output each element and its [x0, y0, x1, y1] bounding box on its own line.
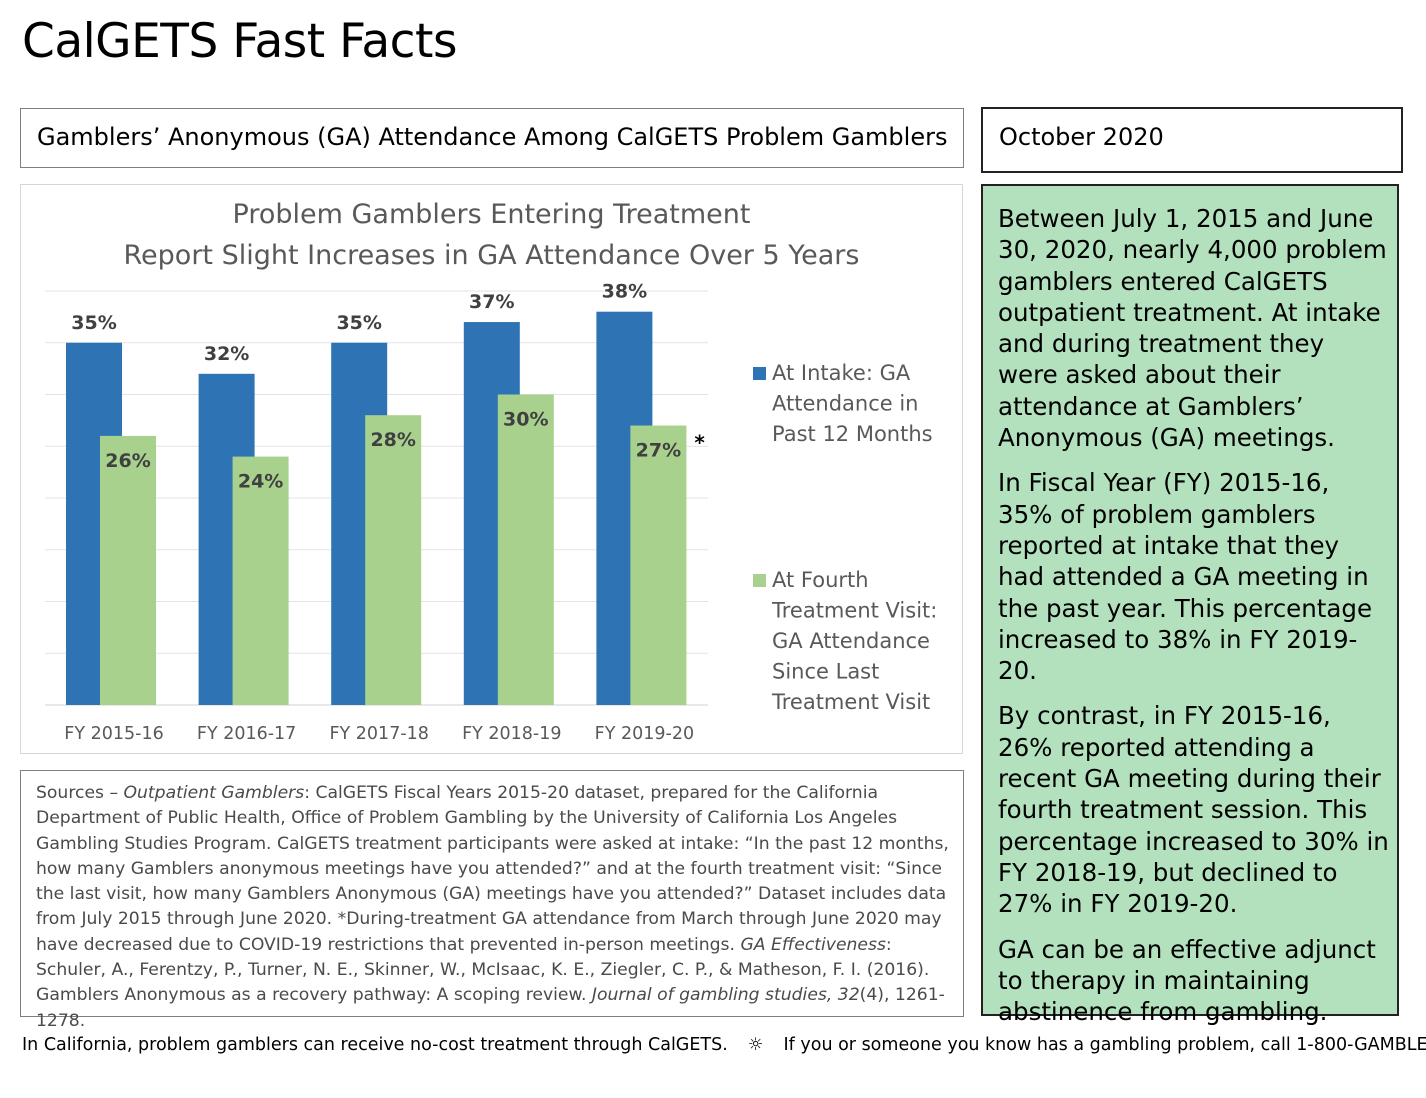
legend-label: At Fourth	[772, 568, 869, 592]
fact-paragraph: GA can be an effective adjunct to therap…	[998, 934, 1376, 1027]
data-label: 30%	[503, 409, 548, 431]
sources-issue: (4), 1261-1278.	[36, 985, 945, 1031]
data-label: 32%	[204, 343, 249, 365]
data-label: 24%	[238, 471, 283, 493]
bar-fourth-visit	[100, 435, 156, 705]
bar-chart: 35% 26% FY 2015-16 32% 24% FY 2016-17 35% 28% FY…	[45, 281, 937, 744]
data-label: 35%	[336, 312, 381, 334]
data-label: 38%	[602, 281, 647, 303]
legend-label: Attendance in	[772, 392, 919, 416]
page-title: CalGETS Fast Facts	[22, 14, 457, 69]
bar-fourth-visit	[630, 425, 687, 705]
asterisk-annotation: *	[694, 431, 705, 455]
sources-box: Sources – Outpatient Gamblers: CalGETS F…	[20, 770, 964, 1031]
footer: In California, problem gamblers can rece…	[22, 1035, 1426, 1055]
sun-icon: ☼	[747, 1035, 764, 1055]
footer-right-text: If you or someone you know has a gamblin…	[783, 1035, 1426, 1055]
fact-paragraph: Between July 1, 2015 and June 30, 2020, …	[998, 204, 1387, 453]
bar-fourth-visit	[365, 415, 422, 705]
fact-paragraph: In Fiscal Year (FY) 2015-16, 35% of prob…	[998, 468, 1373, 686]
data-label: 28%	[370, 429, 415, 451]
sources-effectiveness-text: : Schuler, A., Ferentzy, P., Turner, N. …	[36, 934, 930, 1006]
legend-label: At Intake: GA	[772, 361, 911, 385]
facts-box: Between July 1, 2015 and June 30, 2020, …	[981, 184, 1399, 1026]
chart-title-line2: Report Slight Increases in GA Attendance…	[123, 240, 860, 271]
sources-effectiveness-label: GA Effectiveness	[740, 934, 886, 955]
sources-text: Sources – Outpatient Gamblers: CalGETS F…	[36, 781, 951, 1034]
bar-fourth-visit	[497, 394, 554, 705]
x-tick-label: FY 2015-16	[64, 724, 163, 744]
x-tick-label: FY 2016-17	[197, 724, 296, 744]
footer-left-text: In California, problem gamblers can rece…	[22, 1035, 728, 1055]
bar-fourth-visit	[232, 456, 289, 705]
sources-journal: Journal of gambling studies, 32	[591, 985, 860, 1006]
data-label: 27%	[636, 440, 681, 462]
legend-label: Past 12 Months	[772, 422, 933, 446]
date-box: October 2020	[981, 107, 1403, 173]
legend-label: Since Last	[772, 660, 879, 684]
chart-title: Problem Gamblers Entering Treatment Repo…	[20, 194, 963, 276]
legend-swatch-fourth-visit	[753, 574, 766, 587]
legend-label: Treatment Visit	[771, 690, 930, 714]
sources-outpatient-text: : CalGETS Fiscal Years 2015-20 dataset, …	[36, 783, 949, 955]
legend-label: Treatment Visit:	[771, 599, 937, 623]
x-tick-label: FY 2017-18	[329, 724, 428, 744]
legend-swatch-intake	[753, 367, 766, 380]
subtitle-box: Gamblers’ Anonymous (GA) Attendance Amon…	[20, 108, 964, 168]
x-tick-label: FY 2019-20	[595, 724, 694, 744]
chart-title-line1: Problem Gamblers Entering Treatment	[232, 199, 751, 230]
data-label: 26%	[105, 450, 150, 472]
data-label: 37%	[469, 291, 514, 313]
sources-prefix: Sources –	[36, 783, 124, 803]
legend-label: GA Attendance	[772, 629, 930, 653]
date-text: October 2020	[999, 123, 1164, 151]
data-label: 35%	[71, 312, 116, 334]
fact-paragraph: By contrast, in FY 2015-16, 26% reported…	[998, 701, 1389, 919]
sources-outpatient-label: Outpatient Gamblers	[123, 783, 305, 803]
subtitle-text: Gamblers’ Anonymous (GA) Attendance Amon…	[37, 123, 948, 151]
x-tick-label: FY 2018-19	[462, 724, 561, 744]
